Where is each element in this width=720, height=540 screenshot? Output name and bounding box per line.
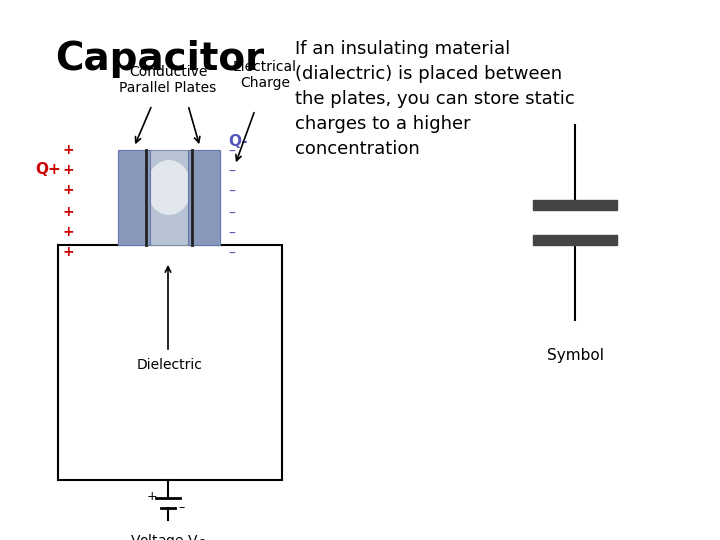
Text: –: –	[228, 185, 235, 199]
Bar	[188, 150, 220, 245]
Text: –: –	[228, 145, 235, 159]
Text: Conductive
Parallel Plates: Conductive Parallel Plates	[120, 65, 217, 95]
Bar	[118, 150, 150, 245]
Text: –: –	[228, 247, 235, 261]
Bar	[533, 235, 617, 245]
Text: Capacitor: Capacitor	[55, 40, 264, 78]
Bar	[118, 150, 220, 245]
Bar	[533, 200, 617, 210]
Text: +: +	[62, 183, 74, 197]
Text: –: –	[228, 227, 235, 241]
Text: +: +	[62, 143, 74, 157]
Text: –: –	[228, 165, 235, 179]
Text: +: +	[62, 205, 74, 219]
Text: +: +	[62, 245, 74, 259]
Text: –: –	[179, 502, 185, 515]
Text: Q-: Q-	[228, 134, 248, 150]
Text: –: –	[228, 207, 235, 221]
Text: Q+: Q+	[35, 163, 61, 178]
Text: +: +	[147, 489, 157, 503]
Text: +: +	[62, 225, 74, 239]
Text: If an insulating material
(dialectric) is placed between
the plates, you can sto: If an insulating material (dialectric) i…	[295, 40, 575, 158]
Bar	[58, 245, 282, 480]
Ellipse shape	[146, 160, 192, 215]
Text: Dielectric: Dielectric	[137, 358, 203, 372]
Text: Voltage V$_C$: Voltage V$_C$	[130, 532, 206, 540]
Text: Electrical
Charge: Electrical Charge	[233, 60, 297, 90]
Text: +: +	[62, 163, 74, 177]
Text: Symbol: Symbol	[546, 348, 603, 363]
